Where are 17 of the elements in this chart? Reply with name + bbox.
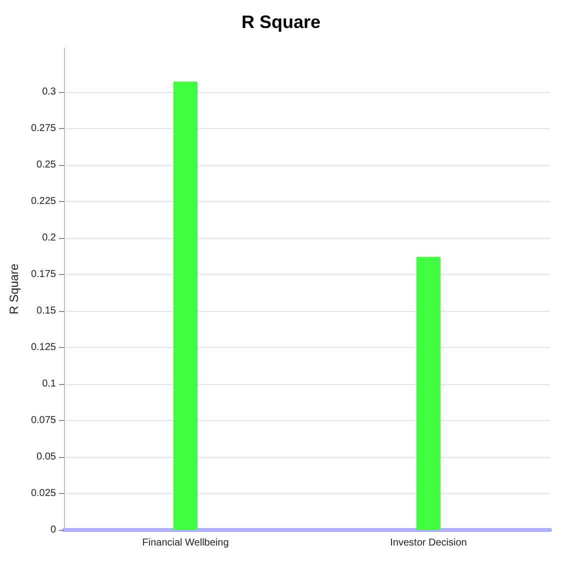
- chart-title: R Square: [241, 12, 321, 32]
- x-tick-label: Investor Decision: [390, 538, 467, 548]
- y-axis-title: R Square: [7, 263, 21, 314]
- y-tick-label: 0.05: [36, 451, 56, 462]
- y-tick-label: 0.2: [42, 232, 56, 244]
- y-tick-label: 0.275: [30, 122, 56, 134]
- y-tick-label: 0.025: [30, 488, 56, 499]
- x-tick-label: Financial Wellbeing: [142, 538, 229, 548]
- y-tick-label: 0.075: [30, 414, 56, 426]
- y-tick-label: 0.225: [30, 196, 56, 207]
- y-tick-label: 0.125: [30, 342, 56, 353]
- y-tick-label: 0.25: [36, 159, 56, 170]
- y-tick-label: 0.1: [42, 378, 56, 390]
- y-tick-label: 0: [50, 524, 56, 536]
- y-tick-label: 0.15: [36, 305, 56, 316]
- y-tick-label: 0.175: [30, 268, 56, 280]
- y-tick-label: 0.3: [42, 86, 56, 98]
